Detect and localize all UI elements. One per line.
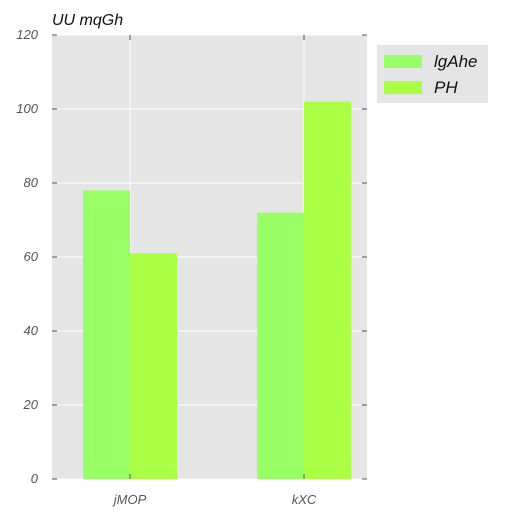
y-tick-label: 40	[24, 323, 39, 338]
y-tick-label: 60	[24, 249, 39, 264]
bar	[304, 101, 351, 479]
y-tick-label: 20	[23, 397, 39, 412]
legend-swatch	[384, 55, 422, 68]
legend: lgAhe PH	[377, 45, 488, 103]
y-tick-label: 100	[16, 101, 38, 116]
x-tick-label: jMOP	[112, 492, 147, 507]
legend-label: lgAhe	[434, 52, 477, 71]
y-tick-label: 80	[24, 175, 39, 190]
bar	[130, 253, 177, 479]
x-tick-label: kXC	[292, 492, 317, 507]
legend-swatch	[384, 81, 422, 94]
chart-title: UU mqGh	[52, 12, 123, 29]
ticks-layer: 0 20 40 60 80 100 120 jMOP kXC	[16, 27, 367, 507]
legend-label: PH	[434, 78, 458, 97]
bar	[257, 212, 304, 479]
bar	[83, 190, 130, 479]
bars-layer	[83, 101, 351, 479]
legend-items: lgAhe PH	[384, 52, 477, 97]
y-tick-label: 120	[16, 27, 38, 42]
y-tick-label: 0	[31, 471, 39, 486]
